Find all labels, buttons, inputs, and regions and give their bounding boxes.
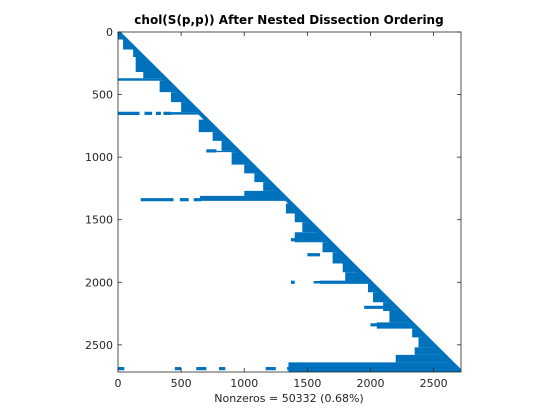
nonzero-block — [118, 78, 168, 81]
x-tick-label: 0 — [115, 377, 122, 390]
x-tick-label: 1500 — [293, 377, 321, 390]
x-axis-label: Nonzeros = 50332 (0.68%) — [214, 392, 363, 405]
y-tick-label: 2000 — [85, 276, 113, 289]
axes-box — [117, 31, 462, 373]
y-tick-label: 1000 — [85, 151, 113, 164]
y-tick-label: 2500 — [85, 339, 113, 352]
y-tick-label: 0 — [106, 26, 113, 39]
nonzero-block — [168, 112, 202, 115]
x-tick-label: 1000 — [230, 377, 258, 390]
nonzero-block — [345, 272, 370, 282]
y-tick-label: 1500 — [85, 214, 113, 227]
y-axis: 0 500 1000 1500 2000 2500 — [85, 26, 461, 352]
nonzero-block — [395, 354, 452, 363]
nonzero-diagonal — [118, 32, 461, 372]
x-tick-label: 2000 — [356, 377, 384, 390]
plot-area — [118, 32, 461, 372]
nonzero-block — [244, 190, 284, 196]
x-tick-label: 500 — [171, 377, 192, 390]
x-tick-label: 2500 — [420, 377, 448, 390]
y-tick-label: 500 — [92, 89, 113, 102]
x-axis: 0 500 1000 1500 2000 2500 — [115, 32, 448, 390]
chart-title: chol(S(p,p)) After Nested Dissection Ord… — [134, 13, 443, 27]
